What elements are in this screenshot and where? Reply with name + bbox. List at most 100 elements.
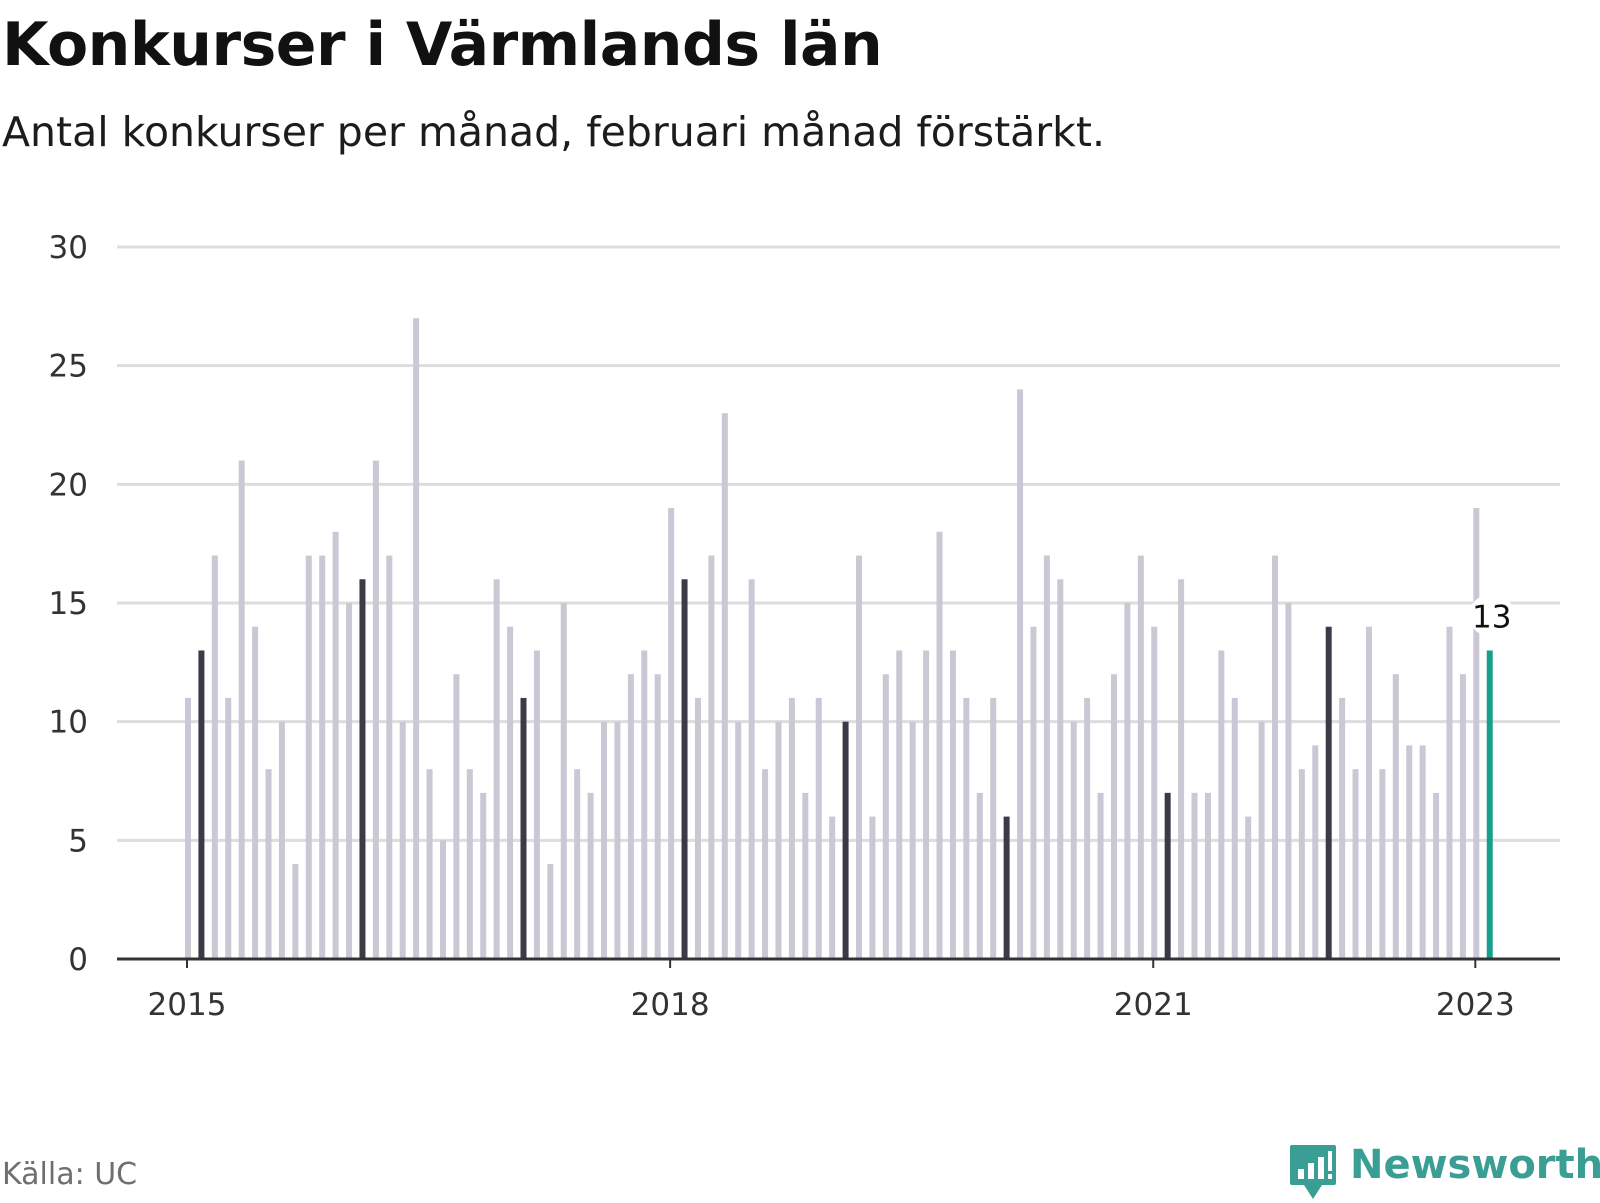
bar <box>185 697 191 959</box>
bar <box>372 460 379 959</box>
bar <box>278 721 285 959</box>
bar <box>493 579 500 959</box>
bar <box>319 555 326 959</box>
chart-title: Konkurser i Värmlands län <box>2 10 883 80</box>
bar <box>587 792 594 959</box>
chart-subtitle: Antal konkurser per månad, februari måna… <box>2 108 1106 156</box>
bar <box>694 697 701 959</box>
bar <box>346 603 353 959</box>
bar <box>252 626 259 959</box>
bar <box>1298 769 1305 959</box>
bar <box>802 792 809 959</box>
y-tick-label: 20 <box>49 467 88 503</box>
annotations: 13 <box>1469 595 1514 636</box>
bar <box>1151 626 1158 959</box>
bar <box>1312 745 1319 959</box>
bar <box>305 555 312 959</box>
bar <box>1191 792 1198 959</box>
y-axis-ticks: 0 5 10 15 20 25 30 <box>49 230 88 978</box>
x-axis-ticks: 2015 2018 2021 2023 <box>148 959 1515 1023</box>
bar <box>1218 650 1225 959</box>
x-tick-label: 2021 <box>1114 987 1193 1023</box>
bar <box>909 721 916 959</box>
bar <box>869 816 876 959</box>
bar <box>1352 769 1359 959</box>
bar <box>829 816 836 959</box>
x-tick-label: 2018 <box>631 987 710 1023</box>
bar <box>1339 697 1346 959</box>
bar <box>1365 626 1372 959</box>
bar <box>641 650 648 959</box>
bar <box>882 674 889 959</box>
bar <box>1204 792 1211 959</box>
bar <box>1258 721 1265 959</box>
y-tick-label: 5 <box>68 823 88 859</box>
bar <box>1419 745 1426 959</box>
bar <box>292 864 299 959</box>
bar <box>721 413 728 960</box>
bar <box>1017 389 1024 959</box>
bar <box>1030 626 1037 959</box>
bar <box>359 579 366 959</box>
bar <box>1137 555 1144 959</box>
bar <box>547 864 554 959</box>
bar <box>1110 674 1117 959</box>
bar <box>1486 650 1493 959</box>
bar <box>788 697 795 959</box>
chart-bubble-icon <box>1290 1145 1336 1199</box>
bar <box>332 531 339 959</box>
annotation-label: 13 <box>1472 599 1511 635</box>
bar <box>1473 508 1480 959</box>
bar <box>238 460 245 959</box>
bar <box>211 555 218 959</box>
y-tick-label: 25 <box>49 349 88 385</box>
bar <box>976 792 983 959</box>
bar <box>1392 674 1399 959</box>
bar <box>990 697 997 959</box>
bar <box>708 555 715 959</box>
source-note: Källa: UC <box>2 1157 138 1192</box>
y-tick-label: 15 <box>49 586 88 622</box>
bar <box>1325 626 1332 959</box>
bar <box>949 650 956 959</box>
x-tick-label: 2023 <box>1436 987 1515 1023</box>
x-tick-label: 2015 <box>148 987 227 1023</box>
bar <box>1245 816 1252 959</box>
bar <box>1433 792 1440 959</box>
bar <box>1084 697 1091 959</box>
bar <box>507 626 514 959</box>
bar <box>1446 626 1453 959</box>
bar <box>439 840 446 959</box>
newsworthy-logo: Newsworthy <box>1288 1143 1600 1203</box>
bar <box>225 697 232 959</box>
bar <box>1459 674 1466 959</box>
bar <box>574 769 581 959</box>
bar <box>1164 792 1171 959</box>
bar <box>1124 603 1131 959</box>
bar-chart: 0 5 10 15 20 25 30 2015 2018 2021 2023 13 <box>49 230 1560 1023</box>
bar <box>1272 555 1279 959</box>
bar <box>1097 792 1104 959</box>
gridlines <box>117 245 1560 842</box>
y-tick-label: 10 <box>49 705 88 741</box>
bar <box>1406 745 1413 959</box>
bar <box>735 721 742 959</box>
brand-name: Newsworthy <box>1350 1142 1600 1188</box>
bar <box>1043 555 1050 959</box>
bar <box>923 650 930 959</box>
bar <box>896 650 903 959</box>
bar <box>668 508 675 959</box>
bar <box>1178 579 1185 959</box>
bar <box>963 697 970 959</box>
bar <box>386 555 393 959</box>
bars <box>185 318 1493 960</box>
bar <box>426 769 433 959</box>
annotation-halo <box>1469 595 1514 636</box>
bar <box>654 674 661 959</box>
bar <box>627 674 634 959</box>
bar <box>520 697 527 959</box>
bar <box>265 769 272 959</box>
bar <box>1379 769 1386 959</box>
bar <box>1231 697 1238 959</box>
bar <box>480 792 487 959</box>
